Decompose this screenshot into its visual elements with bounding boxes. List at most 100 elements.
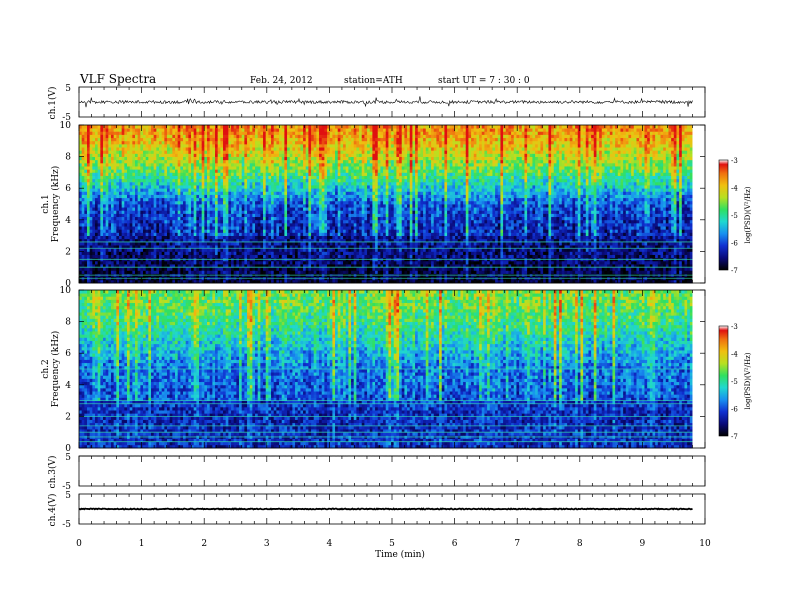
spectrogram-cell [124,153,127,157]
spectrogram-cell [95,236,98,240]
spectrogram-cell [119,172,122,176]
spectrogram-cell [127,220,130,224]
spectrogram-cell [87,160,90,164]
spectrogram-cell [82,220,85,224]
spectrogram-cell [119,166,122,170]
spectrogram-cell [130,198,133,202]
spectrogram-cell [87,188,90,192]
spectrogram-cell [148,166,151,170]
spectrogram-cell [95,163,98,167]
spectrogram-cell [138,223,141,227]
spectrogram-cell [148,182,151,186]
spectrogram-cell [135,176,138,180]
spectrogram-cell [98,163,101,167]
spectrogram-cell [87,261,90,265]
spectrogram-cell [82,236,85,240]
spectrogram-cell [138,232,141,236]
spectrogram-cell [138,134,141,138]
spectrogram-cell [119,138,122,142]
spectrogram-cell [135,169,138,173]
spectrogram-cell [127,226,130,230]
spectrogram-cell [138,217,141,221]
spectrogram-cell [143,226,146,230]
spectrogram-cell [111,147,114,151]
spectrogram-cell [100,144,103,148]
spectrogram-cell [114,160,117,164]
spectrogram-cell [124,267,127,271]
spectrogram-cell [151,217,154,221]
spectrogram-cell [103,153,106,157]
spectrogram-cell [132,226,135,230]
spectrogram-cell [156,242,159,246]
spectrogram-cell [146,232,149,236]
spectrogram-cell [124,163,127,167]
spectrogram-cell [151,166,154,170]
spectrogram-cell [130,160,133,164]
spectrogram-cell [79,191,82,195]
spectrogram-cell [92,198,95,202]
spectrogram-cell [130,147,133,151]
spectrogram-cell [127,270,130,274]
spectrogram-cell [122,176,125,180]
spectrogram-cell [103,201,106,205]
spectrogram-cell [162,229,165,233]
spectrogram-cell [148,270,151,274]
spectrogram-cell [127,150,130,154]
spectrogram-cell [146,138,149,142]
spectrogram-cell [154,232,157,236]
spectrogram-cell [87,226,90,230]
spectrogram-cell [106,141,109,145]
spectrogram-cell [98,134,101,138]
spectrogram-cell [122,251,125,255]
spectrogram-cell [106,176,109,180]
spectrogram-cell [151,229,154,233]
spectrogram-cell [100,125,103,129]
spectrogram-cell [119,220,122,224]
spectrogram-cell [143,255,146,259]
spectrogram-cell [140,157,143,161]
spectrogram-cell [119,144,122,148]
spectrogram-cell [90,153,93,157]
spectrogram-cell [146,255,149,259]
spectrogram-cell [106,251,109,255]
spectrogram-cell [87,163,90,167]
spectrogram-cell [106,138,109,142]
spectrogram-cell [95,198,98,202]
spectrogram-cell [135,232,138,236]
spectrogram-cell [162,255,165,259]
spectrogram-cell [124,251,127,255]
spectrogram-cell [138,125,141,129]
spectrogram-cell [148,267,151,271]
spectrogram-cell [114,169,117,173]
spectrogram-cell [90,223,93,227]
spectrogram-cell [106,125,109,129]
spectrogram-cell [82,150,85,154]
spectrogram-cell [162,217,165,221]
spectrogram-cell [90,179,93,183]
spectrogram-cell [79,166,82,170]
spectrogram-cell [116,150,119,154]
spectrogram-cell [146,236,149,240]
spectrogram-cell [79,172,82,176]
spectrogram-cell [148,220,151,224]
spectrogram-cell [130,232,133,236]
spectrogram-cell [92,163,95,167]
spectrogram-cell [130,236,133,240]
spectrogram-cell [111,176,114,180]
spectrogram-cell [156,176,159,180]
spectrogram-cell [79,261,82,265]
spectrogram-cell [116,201,119,205]
spectrogram-cell [124,134,127,138]
date-label: Feb. 24, 2012 [250,76,313,86]
spectrogram-cell [103,267,106,271]
spectrogram-cell [90,226,93,230]
spectrogram-cell [159,131,162,135]
spectrogram-cell [100,163,103,167]
spectrogram-cell [148,204,151,208]
spectrogram-cell [111,134,114,138]
spectrogram-cell [146,207,149,211]
spectrogram-cell [148,198,151,202]
spectrogram-cell [103,179,106,183]
spectrogram-cell [111,251,114,255]
spectrogram-cell [119,147,122,151]
